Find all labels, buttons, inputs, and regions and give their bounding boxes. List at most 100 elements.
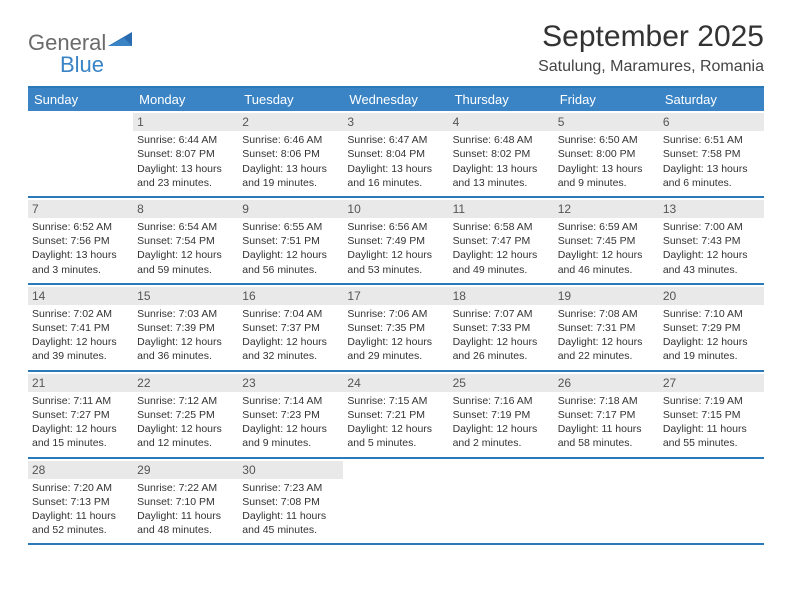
week-row: 21 Sunrise: 7:11 AMSunset: 7:27 PM Dayligh…	[28, 372, 764, 459]
daylight-text: Daylight: 12 hours and 59 minutes.	[137, 248, 234, 276]
day-number: 24	[343, 374, 448, 392]
day-cell: 28 Sunrise: 7:20 AMSunset: 7:13 PMDayligh…	[28, 459, 133, 544]
sunrise-text: Sunrise: 6:47 AM	[347, 133, 444, 147]
day-cell: 21Sunrise: 7:11 AMSunset: 7:27 PMDayligh…	[28, 372, 133, 457]
sunrise-text: Sunrise: 7:15 AM	[347, 394, 444, 408]
day-cell: 13Sunrise: 7:00 AMSunset: 7:43 PMDayligh…	[659, 198, 764, 283]
sunset-text: Sunset: 7:29 PM	[663, 321, 760, 335]
sunset-text: Sunset: 7:25 PM	[137, 408, 234, 422]
weeks-container: 1Sunrise: 6:44 AMSunset: 8:07 PMDaylight…	[28, 111, 764, 545]
sunset-text: Sunset: 7:39 PM	[137, 321, 234, 335]
sunrise-text: Sunrise: 6:56 AM	[347, 220, 444, 234]
sunset-text: Sunset: 7:15 PM	[663, 408, 760, 422]
day-cell: 14Sunrise: 7:02 AMSunset: 7:41 PMDayligh…	[28, 285, 133, 370]
daylight-text: Daylight: 13 hours and 6 minutes.	[663, 162, 760, 190]
sunset-text: Sunset: 7:27 PM	[32, 408, 129, 422]
day-number: 23	[238, 374, 343, 392]
day-cell: 10Sunrise: 6:56 AMSunset: 7:49 PMDayligh…	[343, 198, 448, 283]
sunrise-text: Sunrise: 6:46 AM	[242, 133, 339, 147]
day-cell: 24Sunrise: 7:15 AMSunset: 7:21 PMDayligh…	[343, 372, 448, 457]
day-cell: 15Sunrise: 7:03 AMSunset: 7:39 PMDayligh…	[133, 285, 238, 370]
sunset-text: Sunset: 7:45 PM	[558, 234, 655, 248]
day-cell: 8Sunrise: 6:54 AMSunset: 7:54 PMDaylight…	[133, 198, 238, 283]
calendar-grid: Sunday Monday Tuesday Wednesday Thursday…	[28, 86, 764, 545]
sunrise-text: Sunrise: 7:18 AM	[558, 394, 655, 408]
day-cell: 20Sunrise: 7:10 AMSunset: 7:29 PMDayligh…	[659, 285, 764, 370]
day-cell: 5 Sunrise: 6:50 AMSunset: 8:00 PMDaylight…	[554, 111, 659, 196]
sunset-text: Sunset: 8:06 PM	[242, 147, 339, 161]
weekday-wednesday: Wednesday	[343, 88, 448, 111]
day-number: 5	[554, 113, 659, 131]
sunrise-text: Sunrise: 6:51 AM	[663, 133, 760, 147]
sunset-text: Sunset: 7:23 PM	[242, 408, 339, 422]
daylight-text: Daylight: 11 hours and 55 minutes.	[663, 422, 760, 450]
sunrise-text: Sunrise: 7:11 AM	[32, 394, 129, 408]
week-row: 14Sunrise: 7:02 AMSunset: 7:41 PMDayligh…	[28, 285, 764, 372]
week-row: 1Sunrise: 6:44 AMSunset: 8:07 PMDaylight…	[28, 111, 764, 198]
day-cell	[554, 459, 659, 544]
sunrise-text: Sunrise: 6:50 AM	[558, 133, 655, 147]
day-cell: 4Sunrise: 6:48 AMSunset: 8:02 PMDaylight…	[449, 111, 554, 196]
daylight-text: Daylight: 12 hours and 22 minutes.	[558, 335, 655, 363]
daylight-text: Daylight: 12 hours and 26 minutes.	[453, 335, 550, 363]
sunrise-text: Sunrise: 7:20 AM	[32, 481, 129, 495]
sunrise-text: Sunrise: 7:12 AM	[137, 394, 234, 408]
day-cell: 25Sunrise: 7:16 AMSunset: 7:19 PMDayligh…	[449, 372, 554, 457]
day-number: 3	[343, 113, 448, 131]
daylight-text: Daylight: 12 hours and 43 minutes.	[663, 248, 760, 276]
sunrise-text: Sunrise: 6:55 AM	[242, 220, 339, 234]
daylight-text: Daylight: 12 hours and 49 minutes.	[453, 248, 550, 276]
sunset-text: Sunset: 7:43 PM	[663, 234, 760, 248]
sunset-text: Sunset: 7:31 PM	[558, 321, 655, 335]
day-cell: 18Sunrise: 7:07 AMSunset: 7:33 PMDayligh…	[449, 285, 554, 370]
sunrise-text: Sunrise: 6:54 AM	[137, 220, 234, 234]
day-cell: 22Sunrise: 7:12 AMSunset: 7:25 PMDayligh…	[133, 372, 238, 457]
daylight-text: Daylight: 12 hours and 9 minutes.	[242, 422, 339, 450]
sunset-text: Sunset: 7:19 PM	[453, 408, 550, 422]
daylight-text: Daylight: 12 hours and 46 minutes.	[558, 248, 655, 276]
sunset-text: Sunset: 7:49 PM	[347, 234, 444, 248]
title-block: September 2025 Satulung, Maramures, Roma…	[538, 20, 764, 76]
daylight-text: Daylight: 13 hours and 9 minutes.	[558, 162, 655, 190]
sunset-text: Sunset: 7:35 PM	[347, 321, 444, 335]
logo: General Blue	[28, 20, 134, 76]
sunset-text: Sunset: 7:56 PM	[32, 234, 129, 248]
day-number: 17	[343, 287, 448, 305]
weekday-header-row: Sunday Monday Tuesday Wednesday Thursday…	[28, 88, 764, 111]
day-number: 2	[238, 113, 343, 131]
day-cell: 12Sunrise: 6:59 AMSunset: 7:45 PMDayligh…	[554, 198, 659, 283]
day-cell	[28, 111, 133, 196]
day-number: 28	[28, 461, 133, 479]
day-cell: 30Sunrise: 7:23 AMSunset: 7:08 PMDayligh…	[238, 459, 343, 544]
sunrise-text: Sunrise: 6:48 AM	[453, 133, 550, 147]
day-number: 21	[28, 374, 133, 392]
day-cell: 16Sunrise: 7:04 AMSunset: 7:37 PMDayligh…	[238, 285, 343, 370]
sunrise-text: Sunrise: 7:08 AM	[558, 307, 655, 321]
sunset-text: Sunset: 8:07 PM	[137, 147, 234, 161]
sunset-text: Sunset: 8:00 PM	[558, 147, 655, 161]
daylight-text: Daylight: 12 hours and 5 minutes.	[347, 422, 444, 450]
weekday-saturday: Saturday	[659, 88, 764, 111]
day-cell: 1Sunrise: 6:44 AMSunset: 8:07 PMDaylight…	[133, 111, 238, 196]
day-cell: 19Sunrise: 7:08 AMSunset: 7:31 PMDayligh…	[554, 285, 659, 370]
sunset-text: Sunset: 7:51 PM	[242, 234, 339, 248]
weekday-sunday: Sunday	[28, 88, 133, 111]
week-row: 28 Sunrise: 7:20 AMSunset: 7:13 PMDayligh…	[28, 459, 764, 546]
day-number: 1	[133, 113, 238, 131]
day-cell	[659, 459, 764, 544]
day-cell	[449, 459, 554, 544]
daylight-text: Daylight: 12 hours and 29 minutes.	[347, 335, 444, 363]
day-number: 16	[238, 287, 343, 305]
logo-text: General Blue	[28, 28, 134, 76]
sunrise-text: Sunrise: 7:16 AM	[453, 394, 550, 408]
sunset-text: Sunset: 7:58 PM	[663, 147, 760, 161]
daylight-text: Daylight: 11 hours and 52 minutes.	[32, 509, 129, 537]
sunset-text: Sunset: 7:17 PM	[558, 408, 655, 422]
sunrise-text: Sunrise: 7:14 AM	[242, 394, 339, 408]
day-number: 14	[28, 287, 133, 305]
sunset-text: Sunset: 7:13 PM	[32, 495, 129, 509]
logo-word-blue: Blue	[28, 52, 104, 77]
day-number: 7	[28, 200, 133, 218]
sunrise-text: Sunrise: 6:52 AM	[32, 220, 129, 234]
sunset-text: Sunset: 7:37 PM	[242, 321, 339, 335]
